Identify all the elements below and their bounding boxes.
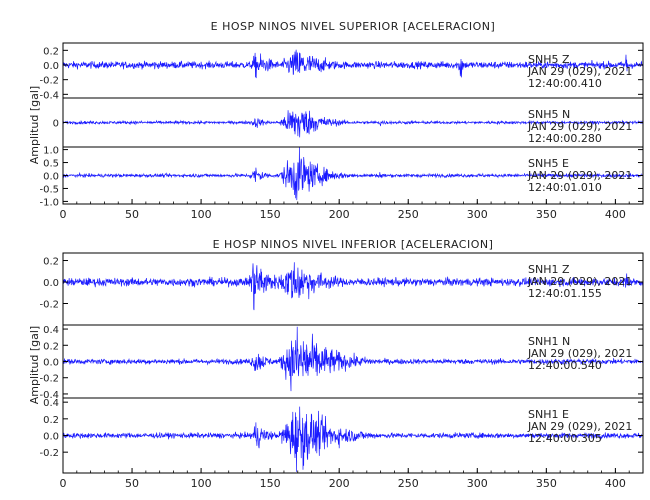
- x-tick-label: 200: [329, 208, 350, 221]
- x-tick-label: 100: [191, 208, 212, 221]
- station-time-label: 12:40:00.305: [528, 432, 602, 445]
- station-channel-label: SNH5 E: [528, 157, 569, 170]
- station-date-label: JAN 29 (029), 2021: [527, 120, 632, 133]
- station-channel-label: SNH1 N: [528, 335, 570, 348]
- station-channel-label: SNH5 N: [528, 108, 570, 121]
- y-tick-label: -0.4: [39, 390, 59, 401]
- y-tick-label: 0.0: [43, 432, 59, 443]
- chart-title: E HOSP NINOS NIVEL INFERIOR [ACELERACION…: [213, 238, 494, 251]
- y-tick-label: 0.4: [43, 398, 59, 409]
- chart-title: E HOSP NINOS NIVEL SUPERIOR [ACELERACION…: [211, 20, 496, 33]
- y-axis-label: Amplitud [gal]: [28, 86, 41, 164]
- y-tick-label: 0.2: [43, 341, 59, 352]
- x-tick-label: 400: [605, 477, 626, 490]
- x-tick-label: 250: [398, 477, 419, 490]
- x-tick-label: 300: [467, 208, 488, 221]
- x-tick-label: 300: [467, 477, 488, 490]
- waveform-trace: [62, 262, 644, 311]
- x-tick-label: 0: [60, 208, 67, 221]
- x-tick-label: 50: [125, 208, 139, 221]
- x-tick-label: 100: [191, 477, 212, 490]
- x-tick-label: 0: [60, 477, 67, 490]
- y-tick-label: 0.2: [43, 415, 59, 426]
- station-date-label: JAN 29 (029), 2021: [527, 420, 632, 433]
- y-tick-label: 0.0: [43, 278, 59, 289]
- station-date-label: JAN 29 (029), 2021: [527, 275, 632, 288]
- lower-level-chart: E HOSP NINOS NIVEL INFERIOR [ACELERACION…: [28, 238, 644, 490]
- waveform-trace: [62, 406, 644, 472]
- y-tick-label: -0.2: [39, 76, 59, 87]
- upper-level-chart: E HOSP NINOS NIVEL SUPERIOR [ACELERACION…: [28, 20, 644, 221]
- waveform-trace: [62, 49, 644, 79]
- station-date-label: JAN 29 (029), 2021: [527, 65, 632, 78]
- y-tick-label: -0.2: [39, 448, 59, 459]
- station-time-label: 12:40:00.410: [528, 77, 602, 90]
- station-date-label: JAN 29 (029), 2021: [527, 169, 632, 182]
- x-tick-label: 400: [605, 208, 626, 221]
- y-axis-label: Amplitud [gal]: [28, 326, 41, 404]
- x-tick-label: 150: [260, 477, 281, 490]
- y-tick-label: -0.5: [39, 184, 59, 195]
- waveform-trace: [62, 147, 644, 201]
- y-tick-label: -0.2: [39, 374, 59, 385]
- y-tick-label: 0.0: [43, 172, 59, 183]
- y-tick-label: 0.0: [43, 61, 59, 72]
- y-tick-label: 1.0: [43, 146, 59, 157]
- waveform-trace: [62, 110, 644, 138]
- station-time-label: 12:40:01.010: [528, 181, 602, 194]
- waveform-trace: [62, 326, 644, 392]
- y-tick-label: 0: [53, 119, 59, 130]
- y-tick-label: 0.0: [43, 358, 59, 369]
- station-time-label: 12:40:00.540: [528, 359, 602, 372]
- x-tick-label: 350: [536, 208, 557, 221]
- x-tick-label: 250: [398, 208, 419, 221]
- x-tick-label: 150: [260, 208, 281, 221]
- y-tick-label: 0.4: [43, 325, 59, 336]
- y-tick-label: 0.2: [43, 46, 59, 57]
- y-tick-label: 0.2: [43, 257, 59, 268]
- x-tick-label: 50: [125, 477, 139, 490]
- y-tick-label: 0.5: [43, 159, 59, 170]
- y-tick-label: -0.2: [39, 300, 59, 311]
- station-time-label: 12:40:01.155: [528, 287, 602, 300]
- station-channel-label: SNH1 Z: [528, 263, 570, 276]
- y-tick-label: -1.0: [39, 197, 59, 208]
- x-tick-label: 350: [536, 477, 557, 490]
- station-date-label: JAN 29 (029), 2021: [527, 347, 632, 360]
- station-channel-label: SNH5 Z: [528, 53, 570, 66]
- y-tick-label: -0.4: [39, 90, 59, 101]
- x-tick-label: 200: [329, 477, 350, 490]
- station-channel-label: SNH1 E: [528, 408, 569, 421]
- station-time-label: 12:40:00.280: [528, 132, 602, 145]
